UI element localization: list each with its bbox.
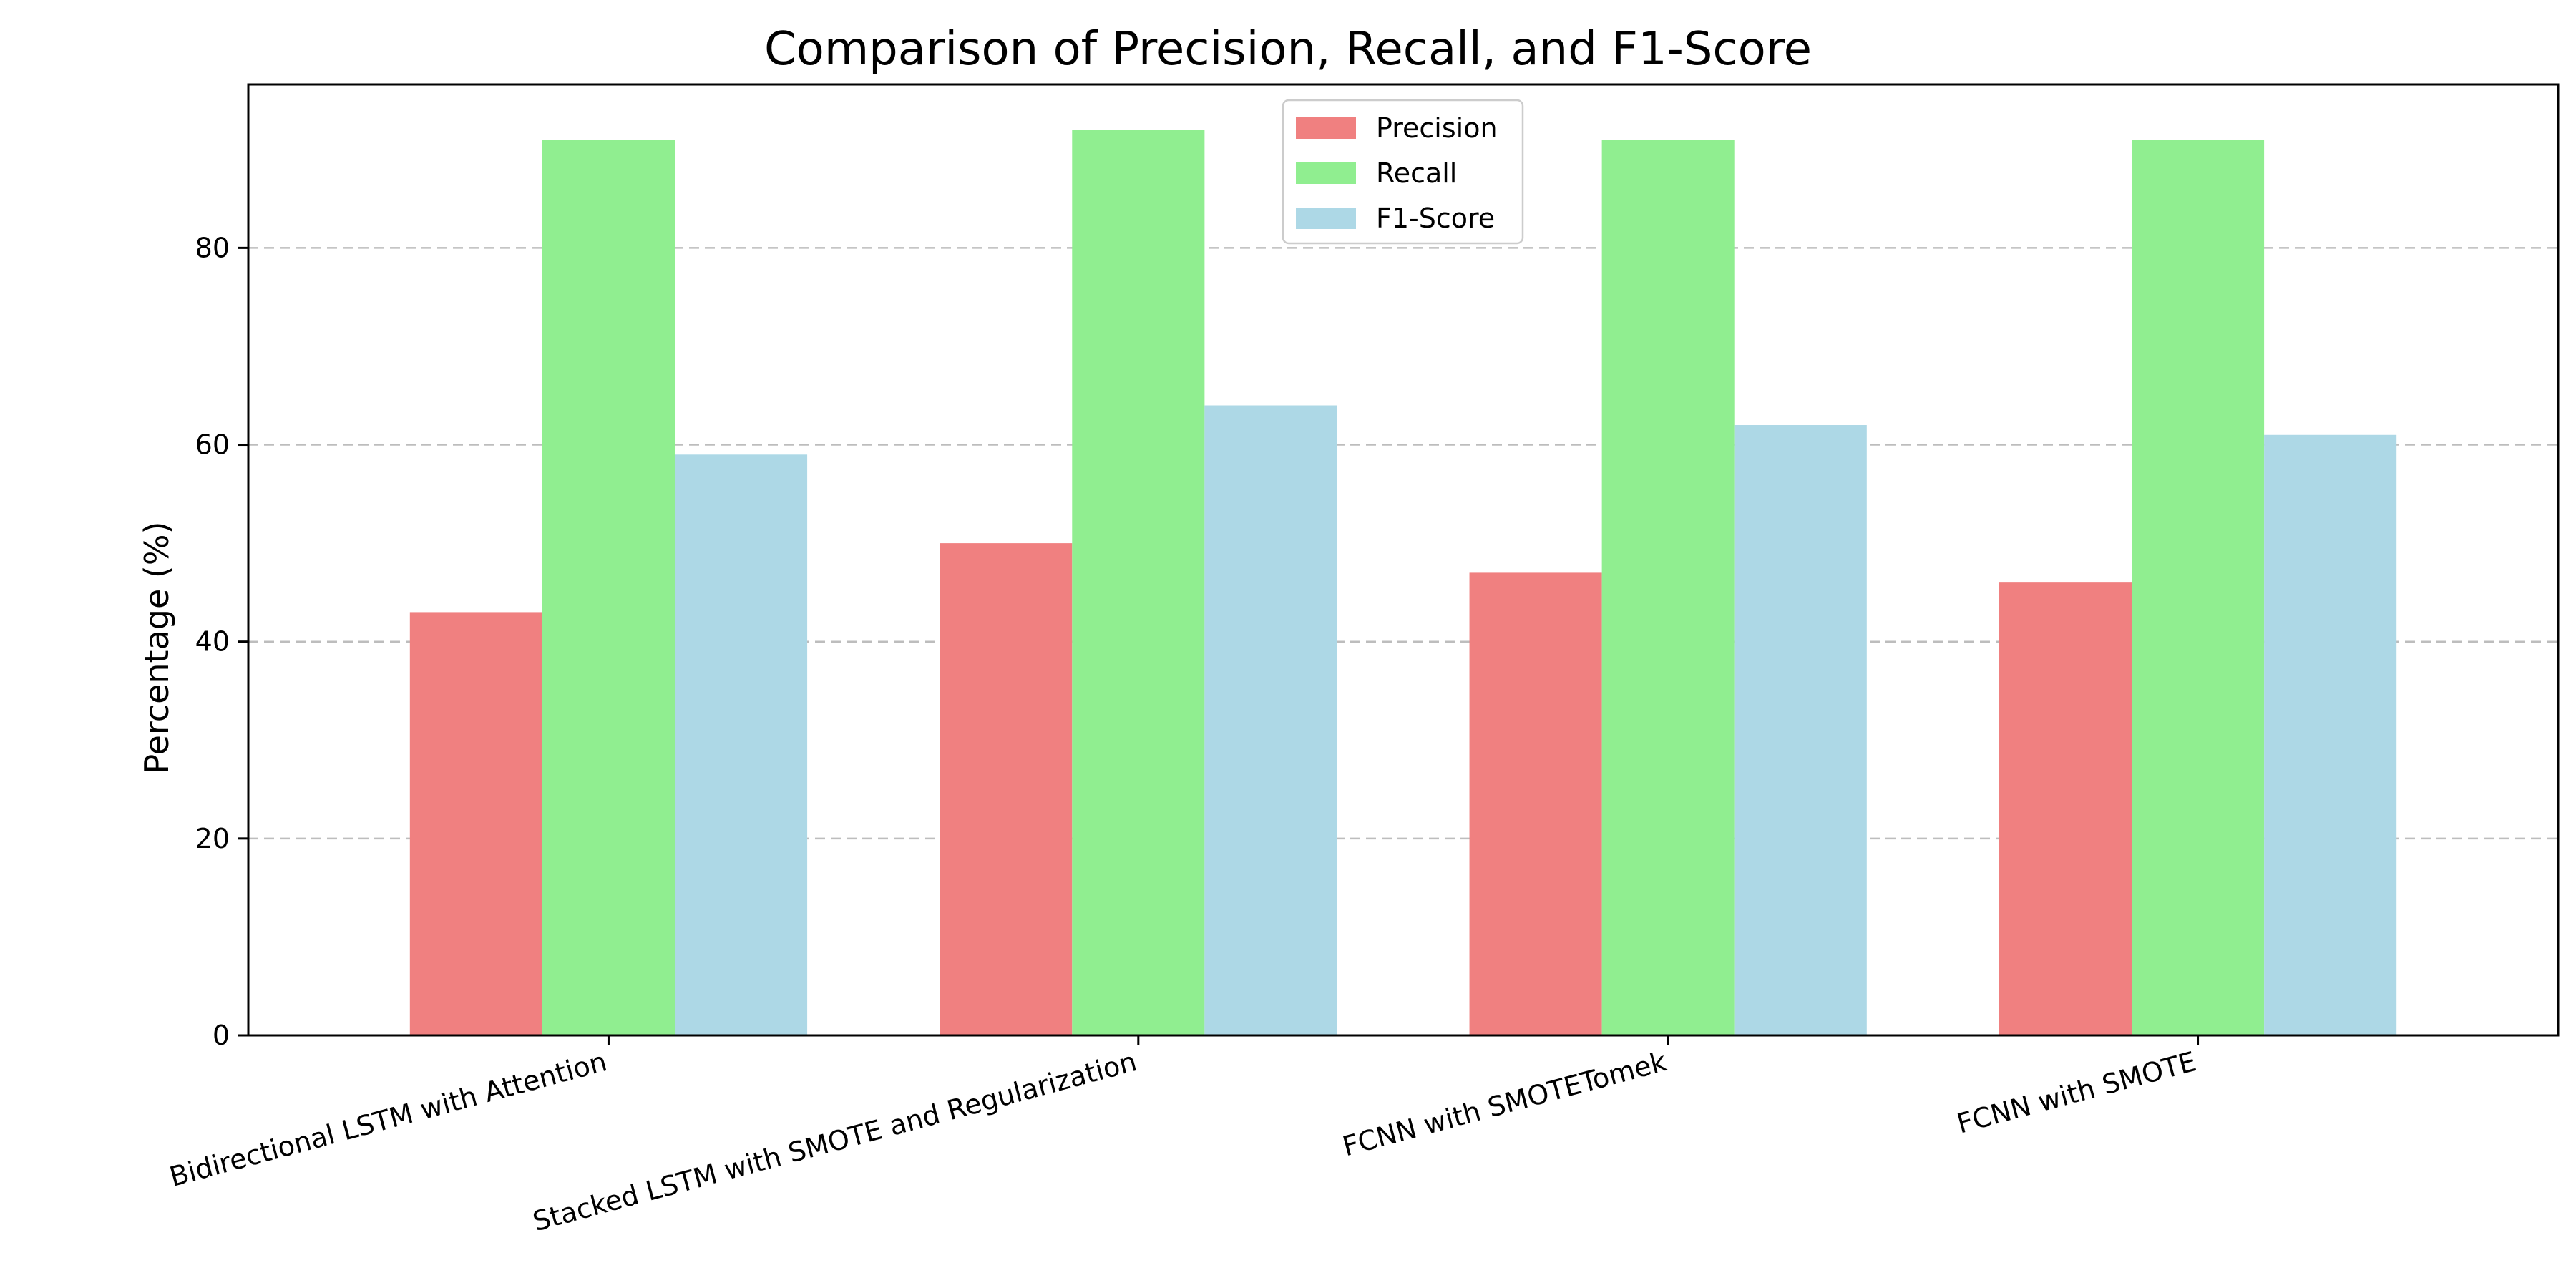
- bars: [409, 130, 2397, 1036]
- legend-swatch-0: [1296, 117, 1356, 139]
- x-tick-label-3: FCNN with SMOTE: [1953, 1045, 2200, 1140]
- legend: Precision Recall F1-Score: [1282, 99, 1524, 245]
- bar-precision-3: [1999, 582, 2132, 1035]
- x-axis-ticks: Bidirectional LSTM with AttentionStacked…: [166, 1035, 2200, 1237]
- y-axis-label: Percentage (%): [137, 522, 176, 774]
- y-axis-ticks: 0 20 40 60 80: [195, 232, 248, 1051]
- y-tick-label-0: 0: [213, 1020, 230, 1051]
- y-tick-label-4: 80: [195, 232, 230, 263]
- bar-recall-1: [1072, 130, 1205, 1035]
- bar-recall-2: [1601, 140, 1735, 1036]
- bar-precision-2: [1469, 572, 1602, 1035]
- bar-f1-score-2: [1734, 425, 1867, 1035]
- plot-frame: [247, 83, 2560, 1037]
- bar-precision-1: [940, 543, 1073, 1035]
- bar-f1-score-0: [674, 454, 808, 1035]
- x-tick-label-2: FCNN with SMOTETomek: [1340, 1045, 1670, 1162]
- legend-label-1: Recall: [1376, 157, 1457, 189]
- legend-label-0: Precision: [1376, 112, 1498, 144]
- bar-f1-score-3: [2264, 434, 2397, 1035]
- x-tick-label-0: Bidirectional LSTM with Attention: [166, 1045, 610, 1193]
- x-tick-label-1: Stacked LSTM with SMOTE and Regularizati…: [530, 1045, 1140, 1237]
- bar-precision-0: [409, 612, 542, 1035]
- y-tick-label-2: 40: [195, 626, 230, 658]
- bar-recall-3: [2132, 140, 2265, 1036]
- bar-recall-0: [542, 140, 675, 1036]
- y-tick-label-1: 20: [195, 823, 230, 854]
- legend-label-2: F1-Score: [1376, 203, 1495, 234]
- y-tick-label-3: 60: [195, 429, 230, 461]
- legend-swatch-1: [1296, 162, 1356, 184]
- bar-f1-score-1: [1204, 405, 1337, 1035]
- legend-swatch-2: [1296, 208, 1356, 229]
- chart-title: Comparison of Precision, Recall, and F1-…: [764, 23, 1812, 76]
